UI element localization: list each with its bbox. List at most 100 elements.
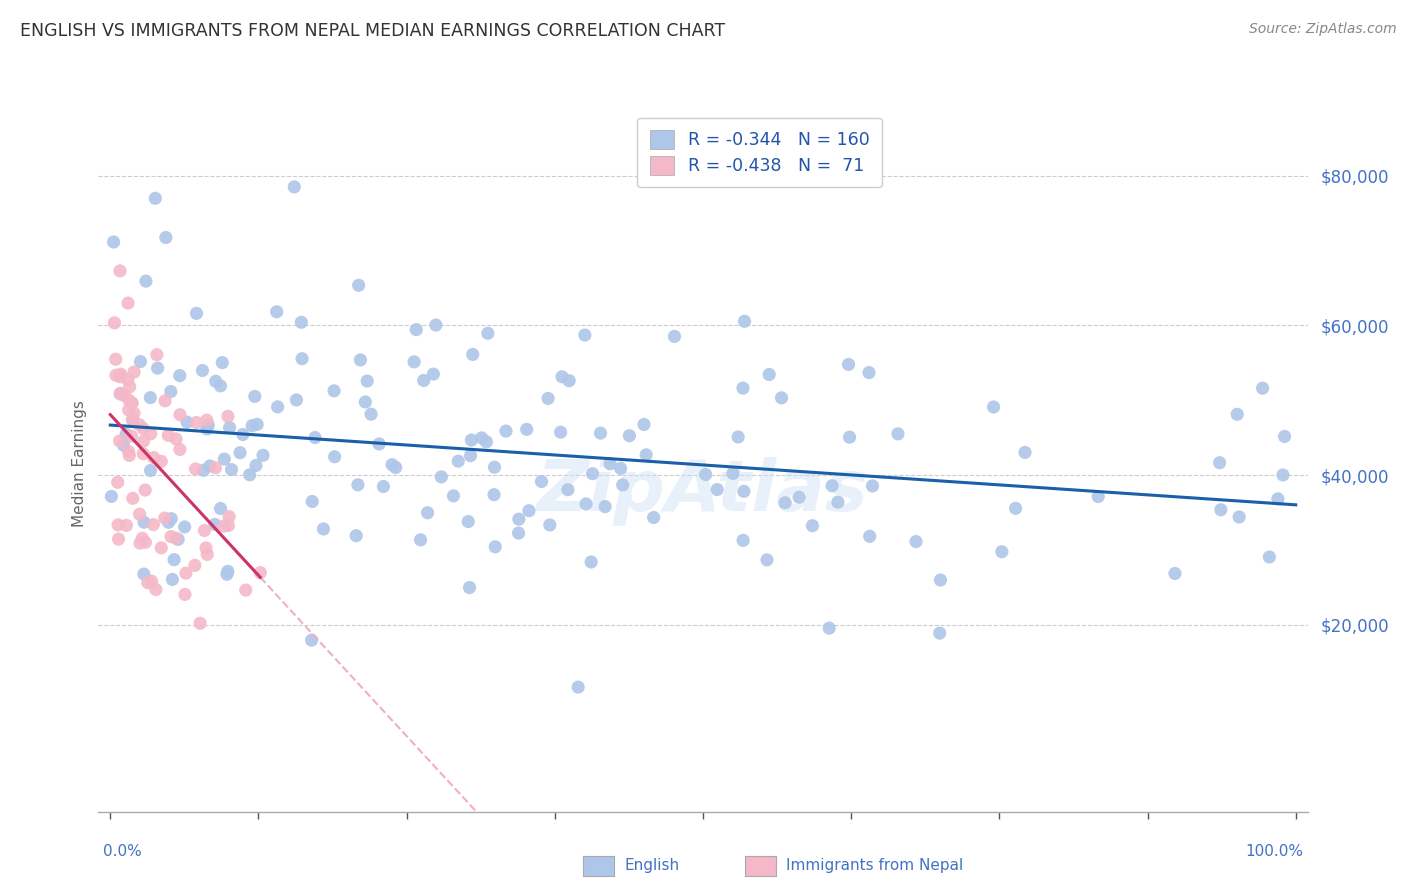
Point bbox=[589, 426, 612, 441]
Point bbox=[1209, 502, 1232, 516]
Point bbox=[122, 406, 145, 420]
Point bbox=[664, 329, 686, 343]
Point bbox=[188, 616, 211, 631]
Point bbox=[135, 274, 157, 288]
Point bbox=[733, 484, 755, 499]
Point bbox=[115, 427, 138, 442]
Point bbox=[643, 510, 665, 524]
Point bbox=[111, 388, 134, 402]
Point bbox=[550, 425, 572, 439]
Point bbox=[482, 488, 505, 502]
Point bbox=[837, 358, 859, 372]
Point bbox=[110, 367, 132, 381]
Y-axis label: Median Earnings: Median Earnings bbox=[72, 401, 87, 527]
Point bbox=[118, 380, 141, 394]
Point bbox=[245, 458, 267, 473]
Point bbox=[460, 449, 482, 463]
Point bbox=[186, 306, 208, 320]
Point bbox=[447, 454, 470, 468]
Point bbox=[983, 400, 1005, 414]
Point bbox=[204, 517, 226, 532]
Point bbox=[169, 368, 191, 383]
Point bbox=[215, 567, 238, 582]
Point bbox=[905, 534, 928, 549]
Point bbox=[121, 396, 143, 410]
Point bbox=[174, 566, 197, 581]
Point bbox=[773, 496, 796, 510]
Point bbox=[599, 457, 621, 471]
Point bbox=[193, 524, 215, 538]
Point bbox=[929, 573, 952, 587]
Point bbox=[155, 230, 177, 244]
Point bbox=[186, 416, 208, 430]
Point bbox=[103, 316, 125, 330]
Point bbox=[475, 434, 498, 449]
Point bbox=[384, 460, 406, 475]
Point bbox=[477, 326, 499, 341]
Point bbox=[859, 529, 882, 543]
Point bbox=[538, 518, 561, 533]
Point bbox=[733, 533, 755, 548]
Text: 0.0%: 0.0% bbox=[103, 845, 142, 859]
Point bbox=[243, 389, 266, 403]
Point bbox=[758, 368, 780, 382]
Point bbox=[117, 296, 139, 310]
Point bbox=[204, 374, 226, 388]
Point bbox=[928, 626, 950, 640]
Point bbox=[184, 558, 207, 573]
Point bbox=[1271, 467, 1294, 482]
Point bbox=[1267, 491, 1289, 506]
Point bbox=[567, 680, 589, 694]
Point bbox=[195, 541, 218, 555]
Point bbox=[160, 511, 183, 525]
Point bbox=[1226, 407, 1249, 421]
Point bbox=[457, 515, 479, 529]
Point bbox=[887, 426, 910, 441]
Point bbox=[838, 430, 860, 444]
Point bbox=[636, 448, 658, 462]
Point bbox=[235, 582, 257, 597]
Point bbox=[461, 347, 484, 361]
Point bbox=[551, 369, 574, 384]
Point bbox=[121, 412, 143, 426]
Point bbox=[165, 531, 187, 545]
Point bbox=[217, 518, 239, 533]
Point bbox=[349, 352, 371, 367]
Point bbox=[312, 522, 335, 536]
Point bbox=[132, 447, 155, 461]
Point bbox=[131, 531, 153, 545]
Point bbox=[184, 462, 207, 476]
Point bbox=[121, 396, 143, 410]
Point bbox=[495, 424, 517, 438]
Point bbox=[112, 438, 135, 452]
Point bbox=[240, 418, 263, 433]
Point bbox=[405, 323, 427, 337]
Point bbox=[141, 574, 163, 589]
Point bbox=[1208, 456, 1230, 470]
Point bbox=[323, 384, 346, 398]
Point bbox=[381, 458, 404, 472]
Point bbox=[107, 517, 129, 532]
Point bbox=[862, 479, 884, 493]
Point bbox=[301, 633, 323, 648]
Point bbox=[100, 490, 122, 504]
Point bbox=[422, 367, 444, 381]
Point bbox=[356, 374, 378, 388]
Point bbox=[517, 504, 540, 518]
Point bbox=[129, 354, 152, 368]
Point bbox=[368, 437, 391, 451]
Point bbox=[143, 191, 166, 205]
Point bbox=[197, 418, 219, 433]
Point bbox=[801, 518, 824, 533]
Point bbox=[162, 573, 184, 587]
Point bbox=[471, 431, 494, 445]
Point bbox=[443, 489, 465, 503]
Point bbox=[344, 529, 367, 543]
Point bbox=[347, 477, 370, 491]
Point bbox=[291, 351, 314, 366]
Point bbox=[176, 415, 198, 429]
Point bbox=[117, 373, 139, 387]
Point bbox=[160, 530, 183, 544]
Text: English: English bbox=[624, 858, 679, 872]
Point bbox=[221, 462, 243, 476]
